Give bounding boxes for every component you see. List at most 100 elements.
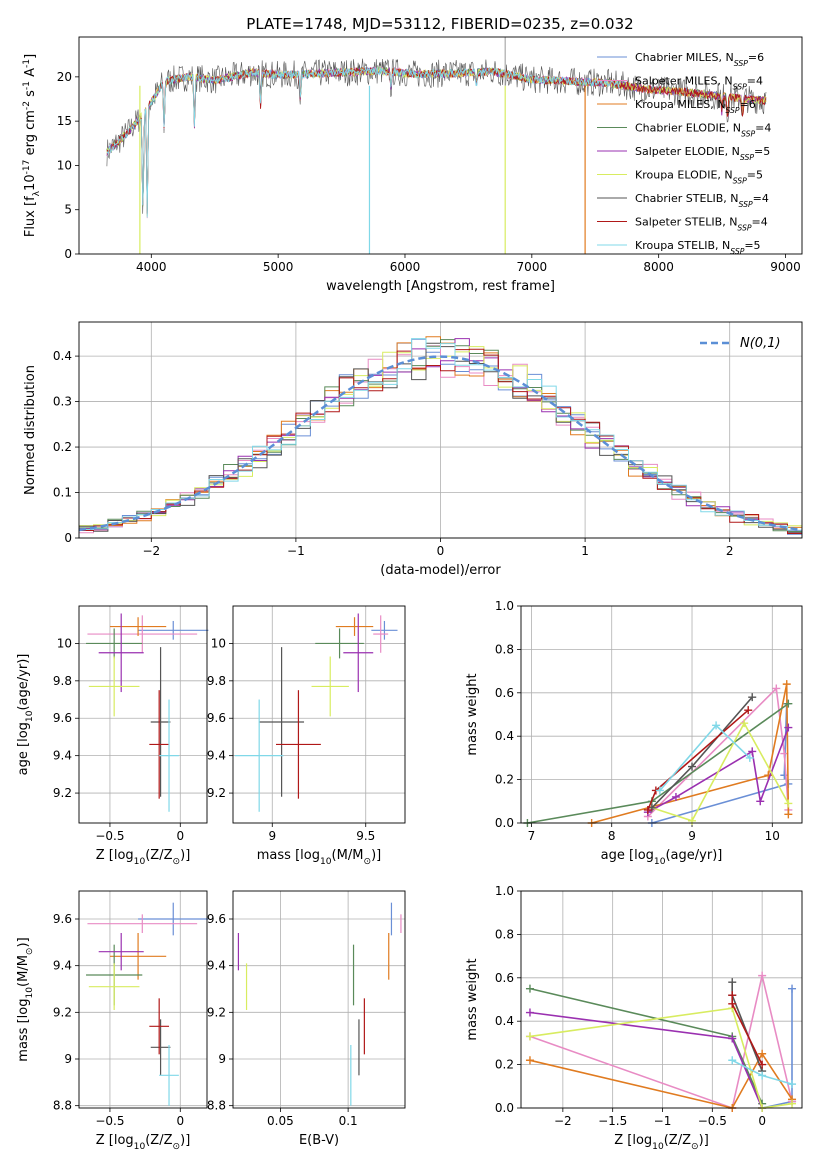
- mass-weight-point: [643, 805, 652, 814]
- mass-weight-series: [647, 686, 790, 818]
- y-tick-label: 0: [64, 247, 72, 261]
- x-tick-label: 5000: [263, 260, 294, 274]
- x-tick-label: 0: [176, 1114, 184, 1128]
- x-tick-label: −1: [287, 544, 305, 558]
- y-tick-label: 9.6: [207, 912, 226, 926]
- x-tick-label: 0: [437, 544, 445, 558]
- x-tick-label: −0.5: [95, 829, 124, 843]
- y-tick-label: 15: [57, 114, 72, 128]
- mass-weight-series: [529, 1011, 763, 1109]
- y-tick-label: 9.2: [207, 786, 226, 800]
- legend-entry: Kroupa MILES, NSSP=6: [635, 98, 756, 115]
- mass-weight-point: [788, 1099, 797, 1108]
- x-axis-label: E(B-V): [299, 1133, 339, 1148]
- mass-weight-series: [591, 683, 790, 824]
- weight-vs-age-axes: 7 8 9 10 0.0 0.2 0.4 0.6 0.8 1.0 age [log10(age/yr…: [465, 599, 803, 867]
- spectrum-legend: Chabrier MILES, NSSP=6 Salpeter MILES, NS…: [597, 51, 771, 256]
- mass-weight-point: [712, 721, 721, 730]
- mass-weight-point: [525, 1008, 534, 1017]
- y-tick-label: 0.4: [53, 349, 72, 363]
- y-tick-label: 0.4: [495, 1014, 514, 1028]
- y-axis-label: mass weight: [465, 958, 480, 1040]
- mass-vs-Z-axes: −0.5 0 8.8 9 9.2 9.4 9.6 Z [log10(Z/Z⊙)] mass [l…: [16, 890, 209, 1152]
- y-tick-label: 20: [57, 70, 72, 84]
- mass-weight-series: [529, 1052, 793, 1109]
- mass-weight-point: [780, 771, 789, 780]
- x-tick-label: 0: [176, 829, 184, 843]
- mass-weight-point: [745, 753, 754, 762]
- mass-weight-point: [525, 984, 534, 993]
- mass-weight-point: [525, 1056, 534, 1065]
- y-tick-label: 9.4: [53, 749, 72, 763]
- y-tick-label: 0.6: [495, 971, 514, 985]
- mass-weight-series: [659, 724, 751, 792]
- y-tick-label: 8.8: [207, 1099, 226, 1113]
- x-tick-label: 9: [688, 829, 696, 843]
- mass-weight-point: [788, 1080, 797, 1089]
- x-tick-label: 9.5: [356, 829, 375, 843]
- mass-weight-series: [647, 727, 790, 813]
- legend-entry: Kroupa STELIB, NSSP=5: [635, 239, 761, 256]
- y-axis-label: Normed distribution: [23, 365, 38, 495]
- x-tick-label: 8: [608, 829, 616, 843]
- y-tick-label: 0.6: [495, 686, 514, 700]
- mass-weight-point: [688, 816, 697, 825]
- y-tick-label: 9.2: [207, 1005, 226, 1019]
- mass-weight-point: [728, 991, 737, 1000]
- axes-frame: [78, 890, 208, 1109]
- mass-weight-point: [758, 1049, 767, 1058]
- x-tick-label: 2: [726, 544, 734, 558]
- x-axis-label: mass [log10(M/M⊙)]: [257, 848, 381, 867]
- weight-vs-Z-axes: −2 −1.5 −1 −0.5 0 0.0 0.2 0.4 0.6 0.8 1.0 Z [log10(…: [465, 884, 803, 1152]
- x-axis-label: Z [log10(Z/Z⊙)]: [96, 848, 191, 867]
- axes-frame: [78, 36, 803, 255]
- x-tick-label: 10: [765, 829, 780, 843]
- axes-frame: [520, 890, 803, 1109]
- x-tick-label: 1: [581, 544, 589, 558]
- mass-weight-point: [784, 723, 793, 732]
- mass-vs-ebv-axes: 0.05 0.1 8.8 9 9.2 9.4 9.6 E(B-V): [207, 890, 406, 1148]
- y-tick-label: 0.8: [495, 927, 514, 941]
- residuals-axes: −2 −1 0 1 2 0 0.1 0.2 0.3 0.4 N(0,1) (data-model)/e…: [23, 321, 803, 578]
- y-tick-label: 9.6: [53, 912, 72, 926]
- mass-weight-point: [744, 706, 753, 715]
- axes-frame: [232, 605, 406, 824]
- y-tick-label: 9.2: [53, 1005, 72, 1019]
- mass-weight-series: [651, 721, 790, 822]
- y-tick-label: 9.4: [53, 959, 72, 973]
- y-tick-label: 9: [218, 1052, 226, 1066]
- y-tick-label: 0.2: [53, 440, 72, 454]
- axes-frame: [78, 321, 803, 539]
- x-axis-label: (data-model)/error: [380, 563, 501, 578]
- mass-weight-point: [525, 1032, 534, 1041]
- x-tick-label: −1.5: [598, 1114, 627, 1128]
- y-tick-label: 0.8: [495, 642, 514, 656]
- mass-weight-point: [728, 999, 737, 1008]
- spectrum-axes: 4000 5000 6000 7000 8000 9000 0 5 10 15 20 waveleng…: [22, 36, 803, 294]
- y-tick-label: 9.2: [53, 786, 72, 800]
- x-tick-label: −0.5: [95, 1114, 124, 1128]
- legend-entry: Salpeter MILES, NSSP=4: [635, 75, 763, 92]
- x-tick-label: −1: [654, 1114, 672, 1128]
- y-axis-label: mass weight: [465, 673, 480, 755]
- y-tick-label: 9.6: [53, 711, 72, 725]
- axes-frame: [78, 605, 208, 824]
- mass-weight-point: [728, 1056, 737, 1065]
- legend-entry: Chabrier STELIB, NSSP=4: [635, 192, 769, 209]
- y-tick-label: 9.6: [207, 711, 226, 725]
- mass-weight-point: [782, 680, 791, 689]
- y-tick-label: 5: [64, 203, 72, 217]
- y-tick-label: 0.4: [495, 729, 514, 743]
- mass-weight-point: [655, 786, 664, 795]
- legend-entry: Kroupa ELODIE, NSSP=5: [635, 169, 763, 186]
- legend-entry: Salpeter STELIB, NSSP=4: [635, 216, 768, 233]
- x-axis-label: wavelength [Angstrom, rest frame]: [326, 279, 555, 294]
- mass-weight-point: [671, 792, 680, 801]
- y-tick-label: 1.0: [495, 599, 514, 613]
- figure-title: PLATE=1748, MJD=53112, FIBERID=0235, z=0…: [246, 15, 633, 33]
- legend-entry: Chabrier ELODIE, NSSP=4: [635, 122, 771, 139]
- axes-frame: [232, 890, 406, 1109]
- x-tick-label: 6000: [390, 260, 421, 274]
- y-tick-label: 0: [64, 531, 72, 545]
- mass-weight-series: [761, 988, 793, 1109]
